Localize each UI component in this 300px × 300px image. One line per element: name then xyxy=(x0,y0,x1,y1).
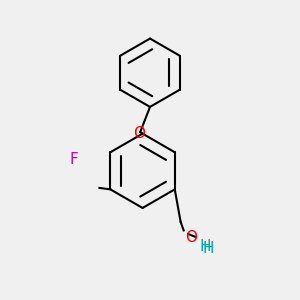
Text: H: H xyxy=(199,239,211,254)
Text: H: H xyxy=(202,241,214,256)
Text: F: F xyxy=(70,152,79,167)
Text: O: O xyxy=(134,126,146,141)
Text: O: O xyxy=(186,230,198,245)
